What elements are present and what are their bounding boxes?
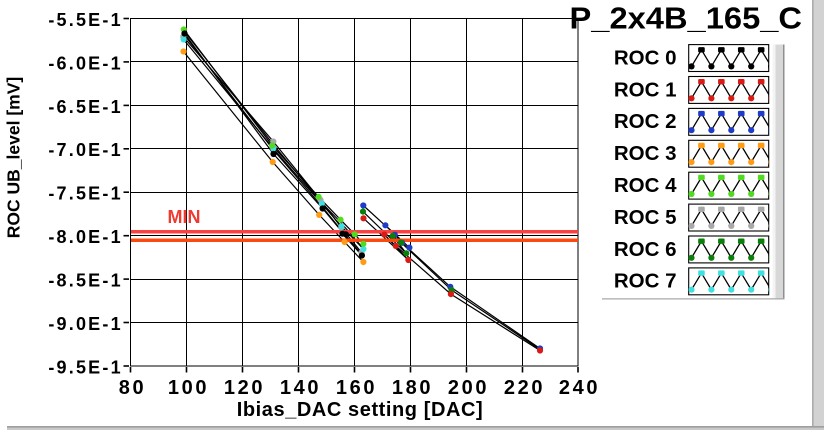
svg-text:-8.5E-1: -8.5E-1 [48, 271, 122, 291]
svg-text:80: 80 [119, 377, 146, 399]
svg-text:-6.0E-1: -6.0E-1 [48, 53, 122, 73]
svg-text:ROC 3: ROC 3 [614, 142, 677, 165]
svg-text:100: 100 [168, 377, 209, 399]
svg-text:-7.0E-1: -7.0E-1 [48, 140, 122, 160]
svg-text:ROC 4: ROC 4 [614, 174, 677, 197]
svg-text:200: 200 [448, 377, 489, 399]
svg-text:-8.0E-1: -8.0E-1 [48, 227, 122, 247]
svg-text:ROC 5: ROC 5 [614, 206, 677, 229]
svg-text:120: 120 [224, 377, 265, 399]
svg-text:-9.5E-1: -9.5E-1 [48, 357, 122, 377]
svg-text:160: 160 [336, 377, 377, 399]
svg-text:-6.5E-1: -6.5E-1 [48, 97, 122, 117]
svg-text:220: 220 [504, 377, 545, 399]
svg-text:Ibias_DAC setting [DAC]: Ibias_DAC setting [DAC] [237, 399, 483, 421]
svg-text:180: 180 [392, 377, 433, 399]
svg-text:-7.5E-1: -7.5E-1 [48, 184, 122, 204]
svg-text:ROC 1: ROC 1 [614, 78, 677, 101]
svg-text:ROC 7: ROC 7 [614, 270, 677, 293]
svg-text:-5.5E-1: -5.5E-1 [48, 10, 122, 30]
svg-text:P_2x4B_165_C: P_2x4B_165_C [570, 1, 803, 36]
svg-text:ROC 0: ROC 0 [614, 46, 677, 69]
svg-text:140: 140 [280, 377, 321, 399]
svg-text:ROC UB_level [mV]: ROC UB_level [mV] [4, 77, 24, 238]
svg-text:-9.0E-1: -9.0E-1 [48, 314, 122, 334]
svg-text:ROC 6: ROC 6 [614, 238, 677, 261]
svg-text:MIN: MIN [168, 207, 201, 227]
svg-text:ROC 2: ROC 2 [614, 110, 677, 133]
svg-text:240: 240 [559, 377, 600, 399]
